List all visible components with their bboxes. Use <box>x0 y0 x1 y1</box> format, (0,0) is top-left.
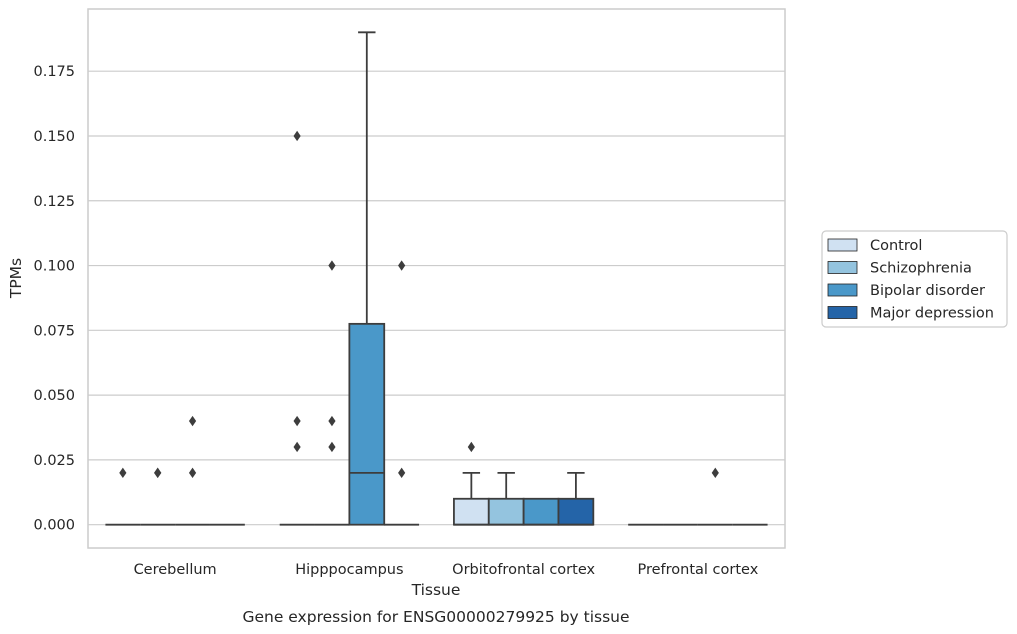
box-major-depression <box>557 471 595 526</box>
x-tick-label: Hipppocampus <box>295 562 403 578</box>
outlier-point <box>398 467 406 479</box>
y-tick-label: 0.150 <box>33 129 75 145</box>
box-groups <box>105 31 768 526</box>
box-bipolar-disorder <box>175 415 210 526</box>
y-tick-label: 0.075 <box>33 323 75 339</box>
y-tick-label: 0.125 <box>33 194 75 210</box>
legend-box <box>821 230 1008 328</box>
plot-frame <box>87 8 786 549</box>
box-body <box>348 322 386 526</box>
y-tick-label: 0.100 <box>33 259 75 275</box>
box-schizophrenia <box>487 471 525 526</box>
legend-swatch <box>827 283 858 297</box>
y-tick-label: 0.000 <box>33 518 75 534</box>
box-major-depression <box>384 260 420 526</box>
outlier-point <box>328 415 336 427</box>
legend-label: Bipolar disorder <box>870 283 985 299</box>
box-body <box>453 497 490 526</box>
y-tick-label: 0.050 <box>33 388 75 404</box>
legend-swatch <box>827 306 858 319</box>
outlier-point <box>293 415 301 427</box>
x-tick-label: Orbitofrontal cortex <box>452 562 595 578</box>
outlier-point <box>188 415 197 427</box>
box-body <box>557 497 595 526</box>
box-control <box>453 441 490 526</box>
x-axis-label: Tissue <box>411 581 461 599</box>
outlier-point <box>328 260 336 271</box>
x-axis-ticks: Cerebellum Hipppocampus Orbitofrontal cort… <box>134 562 759 578</box>
y-gridlines <box>88 70 785 526</box>
box-bipolar-disorder <box>522 497 560 526</box>
outlier-point <box>293 130 301 142</box>
box-body <box>522 497 560 526</box>
box-bipolar-disorder <box>348 31 386 526</box>
y-tick-label: 0.025 <box>33 453 75 469</box>
x-tick-label: Cerebellum <box>134 562 217 578</box>
outlier-point <box>154 467 162 479</box>
box-control <box>279 130 315 526</box>
y-axis-label: TPMs <box>7 258 25 299</box>
outlier-point <box>293 441 301 453</box>
plot-border <box>87 8 786 549</box>
outlier-point <box>119 467 127 479</box>
y-tick-label: 0.175 <box>33 64 75 80</box>
outlier-point <box>188 467 197 479</box>
legend-swatch <box>827 238 858 252</box>
box-control <box>105 467 141 526</box>
legend-label: Schizophrenia <box>870 261 972 277</box>
outlier-point <box>711 467 719 479</box>
legend-swatch <box>827 261 858 274</box>
legend-label: Control <box>870 238 922 254</box>
box-schizophrenia <box>140 467 176 526</box>
outlier-point <box>328 441 336 453</box>
x-tick-label: Prefrontal cortex <box>637 562 758 578</box>
legend-label: Major depression <box>870 306 994 322</box>
box-bipolar-disorder <box>697 467 733 526</box>
chart-title: Gene expression for ENSG00000279925 by t… <box>242 608 629 626</box>
box-body <box>487 497 525 526</box>
legend: Control Schizophrenia Bipolar disorder Majo… <box>821 230 1008 328</box>
y-axis-ticks: 0.000 0.025 0.050 0.075 0.100 0.125 0.150 0.175 <box>33 64 75 533</box>
box-schizophrenia <box>314 260 350 526</box>
outlier-point <box>467 441 475 453</box>
outlier-point <box>398 260 406 271</box>
